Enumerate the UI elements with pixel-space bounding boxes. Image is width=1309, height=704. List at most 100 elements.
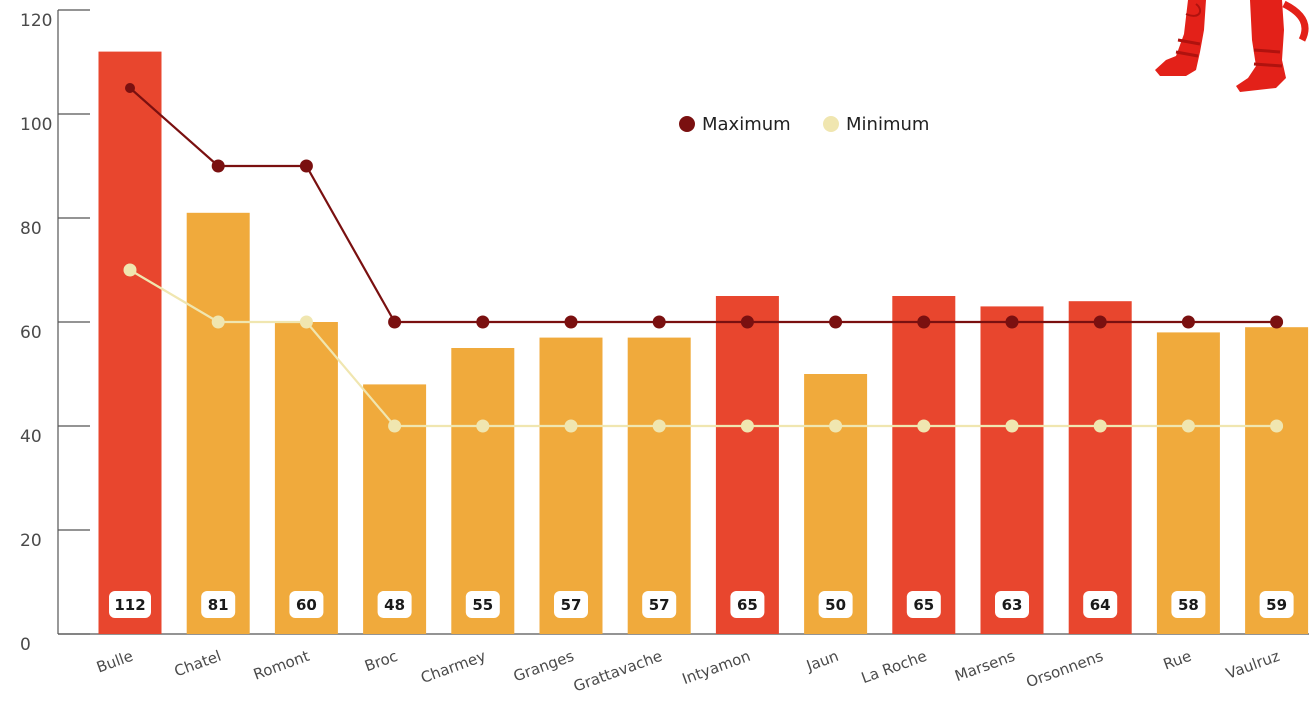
point-maximum [1270,315,1284,329]
point-maximum [476,315,490,329]
value-label: 50 [825,596,846,614]
bar [892,296,956,634]
bar [980,306,1044,634]
x-tick-label: Intyamon [680,647,753,688]
value-badge [642,591,677,618]
value-badge [730,591,765,618]
point-minimum [917,419,931,433]
point-minimum [388,419,402,433]
bar [186,212,250,635]
x-tick-label: Grattavache [571,647,665,696]
x-tick-label: Broc [362,647,400,675]
point-minimum [1270,419,1284,433]
point-minimum [299,315,313,329]
value-badge [109,591,151,618]
value-label: 65 [737,596,758,614]
value-label: 55 [472,596,493,614]
point-maximum [1093,315,1107,329]
point-minimum [211,315,225,329]
line-maximum [129,87,1277,324]
line-minimum [129,269,1277,428]
legend-maximum-label: Maximum [702,114,791,135]
value-label: 58 [1178,596,1199,614]
point-minimum [652,419,666,433]
value-badge [995,591,1029,618]
point-maximum [388,315,402,329]
legend-minimum-marker [823,116,839,132]
bars [98,51,1309,635]
value-label: 112 [114,596,145,614]
value-badge [1083,591,1118,618]
x-axis-labels: Bulle Chatel Romont Broc Charmey GrangesGratt… [94,647,1282,696]
value-labels: 112 81 60 48 55 57 57 65 50 65 63 64 58 59 [109,591,1294,618]
x-tick-label: Vaulruz [1224,647,1282,683]
value-label: 59 [1266,596,1287,614]
value-badge [1171,591,1206,618]
value-badge [1259,591,1294,618]
value-label: 63 [1002,596,1023,614]
bar [274,322,338,634]
point-maximum [125,83,135,93]
y-tick-label: 60 [20,323,42,343]
y-tick-label: 40 [20,427,42,447]
value-label: 48 [384,596,405,614]
point-minimum [1005,419,1019,433]
point-maximum [652,315,666,329]
point-maximum [1181,315,1195,329]
bar [1156,332,1220,634]
value-badge [377,591,412,618]
point-maximum [211,159,225,173]
point-maximum [564,315,578,329]
value-badge [554,591,588,618]
devil-legs-icon [1155,0,1309,92]
x-tick-label: Romont [251,647,312,684]
bar [98,51,162,635]
point-maximum [829,315,843,329]
point-maximum [299,159,313,173]
y-tick-label: 100 [20,115,52,135]
x-tick-label: Charmey [418,647,488,687]
legend-minimum-label: Minimum [846,114,929,135]
point-minimum [1093,419,1107,433]
point-minimum [829,419,843,433]
bar [715,296,779,634]
point-maximum [1005,315,1019,329]
legend-maximum-marker [679,116,695,132]
x-tick-label: La Roche [859,647,929,687]
value-badge [201,591,236,618]
point-maximum [917,315,931,329]
bar [1068,301,1132,634]
bar [539,337,603,634]
value-label: 60 [296,596,317,614]
point-minimum [123,263,137,277]
bar [627,337,691,634]
x-tick-label: Chatel [172,647,224,680]
legend: Maximum Minimum [679,114,929,135]
y-tick-label: 20 [20,531,42,551]
bar [451,348,515,634]
value-badge [289,591,324,618]
y-axis-ticks: 0 20 40 60 80 100 120 [20,9,90,655]
value-badge [818,591,853,618]
y-tick-label: 0 [20,635,31,655]
lines [123,83,1284,433]
x-tick-label: Orsonnens [1024,647,1106,692]
x-tick-label: Bulle [94,647,135,677]
x-tick-label: Jaun [803,647,841,675]
value-label: 81 [208,596,229,614]
value-label: 65 [913,596,934,614]
x-tick-label: Rue [1161,647,1194,674]
value-label: 57 [649,596,670,614]
point-minimum [740,419,754,433]
x-tick-label: Marsens [952,647,1017,685]
y-tick-label: 80 [20,219,42,239]
bar [1245,327,1309,634]
value-badge [465,591,500,618]
point-minimum [1181,419,1195,433]
point-maximum [740,315,754,329]
value-badge [906,591,941,618]
bar [804,374,868,634]
value-label: 57 [561,596,582,614]
point-minimum [564,419,578,433]
